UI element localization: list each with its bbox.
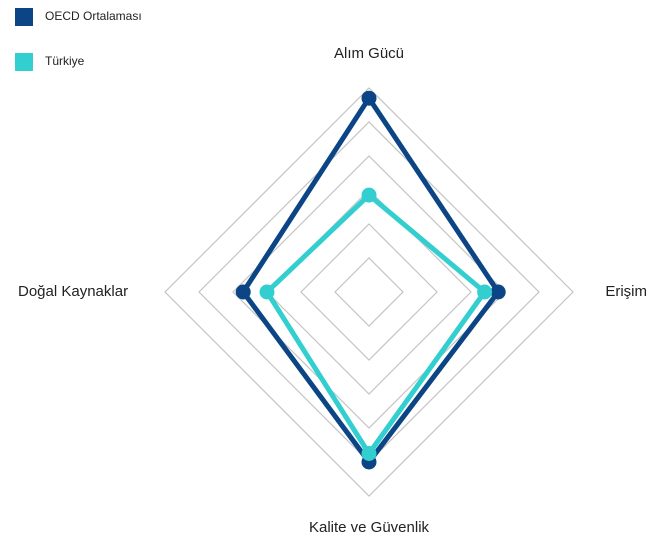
grid-ring <box>334 257 404 327</box>
axis-label: Alım Gücü <box>334 45 404 62</box>
data-point <box>477 284 493 300</box>
data-point <box>361 187 377 203</box>
axis-label: Erişim <box>605 283 647 300</box>
data-point <box>235 284 251 300</box>
data-point <box>361 446 377 461</box>
grid-ring <box>232 155 506 429</box>
legend-label: Türkiye <box>45 54 85 68</box>
axis-label: Kalite ve Güvenlik <box>309 519 430 536</box>
axis-label: Doğal Kaynaklar <box>18 283 128 300</box>
legend-swatch <box>15 53 33 71</box>
grid-ring <box>300 223 438 361</box>
grid-ring <box>164 87 574 497</box>
data-point <box>259 284 275 300</box>
data-point <box>361 90 377 106</box>
legend-swatch <box>15 8 33 26</box>
data-point <box>490 284 506 300</box>
legend-label: OECD Ortalaması <box>45 9 142 23</box>
